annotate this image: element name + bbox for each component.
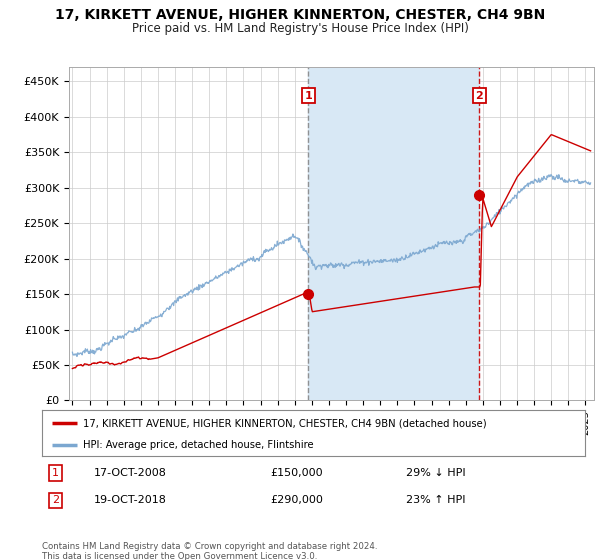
Text: Contains HM Land Registry data © Crown copyright and database right 2024.
This d: Contains HM Land Registry data © Crown c… [42,542,377,560]
Text: 29% ↓ HPI: 29% ↓ HPI [406,468,466,478]
Text: 17, KIRKETT AVENUE, HIGHER KINNERTON, CHESTER, CH4 9BN (detached house): 17, KIRKETT AVENUE, HIGHER KINNERTON, CH… [83,418,487,428]
Text: 1: 1 [305,91,312,101]
Text: 19-OCT-2018: 19-OCT-2018 [94,496,166,506]
Text: 2: 2 [52,496,59,506]
Bar [308,67,479,400]
Text: £150,000: £150,000 [270,468,323,478]
Text: HPI: Average price, detached house, Flintshire: HPI: Average price, detached house, Flin… [83,440,313,450]
Text: 17, KIRKETT AVENUE, HIGHER KINNERTON, CHESTER, CH4 9BN: 17, KIRKETT AVENUE, HIGHER KINNERTON, CH… [55,8,545,22]
Text: £290,000: £290,000 [270,496,323,506]
Text: 23% ↑ HPI: 23% ↑ HPI [406,496,466,506]
Text: Price paid vs. HM Land Registry's House Price Index (HPI): Price paid vs. HM Land Registry's House … [131,22,469,35]
Text: 1: 1 [52,468,59,478]
Text: 17-OCT-2008: 17-OCT-2008 [94,468,166,478]
Text: 2: 2 [476,91,483,101]
